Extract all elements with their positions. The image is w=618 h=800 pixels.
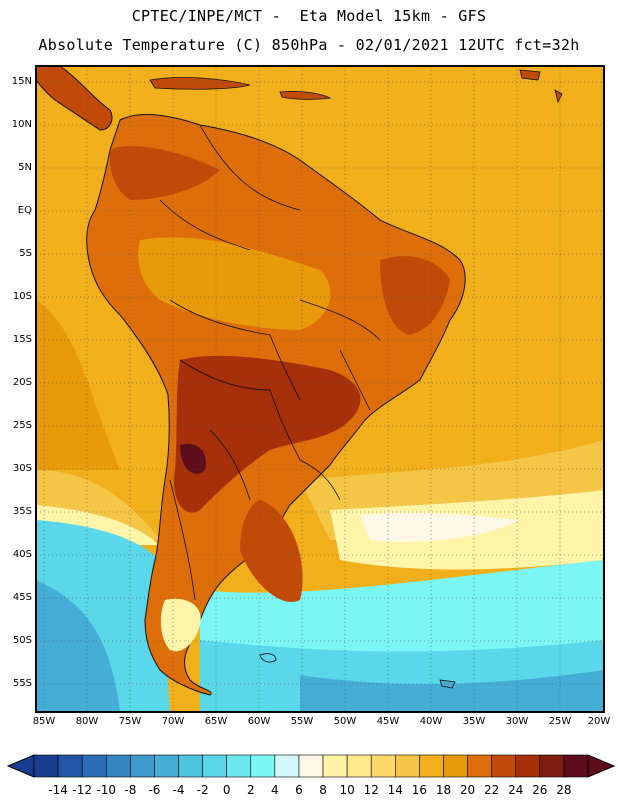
colorbar-swatch [394,754,420,778]
land-cool-southern-cone [160,598,201,652]
ocean-warm-caribbean [36,66,604,200]
lon-label-20w: 20W [587,716,611,727]
lat-label-20s: 20S [12,377,32,388]
lon-label-25w: 25W [548,716,572,727]
colorbar-label: 18 [435,783,452,797]
lon-label-65w: 65W [204,716,228,727]
map-title-line2: Absolute Temperature (C) 850hPa - 02/01/… [38,36,580,54]
lon-label-85w: 85W [32,716,56,727]
colorbar-label: 12 [363,783,379,797]
colorbar-swatch [202,754,228,778]
colorbar-swatch [539,754,565,778]
colorbar-swatch [178,754,203,778]
colorbar-label: 2 [246,783,255,797]
central-america-land [36,66,113,131]
colorbar-swatch [419,754,444,778]
lat-label-30s: 30S [12,463,32,474]
colorbar-label: -8 [124,783,137,797]
colorbar-arrow-right [587,754,616,778]
colorbar-label: 24 [508,783,524,797]
colorbar-label: -6 [148,783,161,797]
colorbar-swatch [154,754,179,778]
lon-label-75w: 75W [118,716,142,727]
falkland-islands [259,653,277,663]
lon-label-30w: 30W [505,716,529,727]
colorbar-swatch [322,754,348,778]
lon-label-45w: 45W [376,716,400,727]
lat-label-35s: 35S [12,506,32,517]
lon-label-80w: 80W [75,716,99,727]
colorbar-label: 26 [532,783,548,797]
colorbar-label: 6 [295,783,303,797]
ocean-band-18 [36,300,120,470]
colorbar-swatch [467,754,492,778]
lat-label-40s: 40S [12,549,32,560]
colorbar-swatch [130,754,155,778]
south-georgia-island [439,679,456,689]
colorbar-label: -12 [72,783,92,797]
lat-label-eq: EQ [17,205,32,216]
lat-label-10s: 10S [12,291,32,302]
lat-label-15s: 15S [12,334,32,345]
colorbar-label: 0 [222,783,231,797]
lon-label-70w: 70W [161,716,185,727]
map-title-line1: CPTEC/INPE/MCT - Eta Model 15km - GFS [131,7,487,25]
colorbar-swatch [274,754,300,778]
colorbar-label: 20 [459,783,476,797]
land-hot-core [174,355,361,513]
colorbar-swatch [105,754,131,778]
ocean-white-atlantic [360,512,520,542]
caribbean-islands [149,69,563,104]
lat-label-25s: 25S [12,420,32,431]
colorbar-swatch [370,754,396,778]
colorbar-label: 14 [387,783,403,797]
lat-label-50s: 50S [12,635,32,646]
colorbar-label: -14 [48,783,68,797]
map-gridlines [36,66,604,712]
colorbar-swatch [563,754,589,778]
colorbar [6,754,616,778]
colorbar-label: -2 [196,783,209,797]
colorbar-label: -4 [172,783,185,797]
lat-label-55s: 55S [12,678,32,689]
colorbar-swatch [515,754,541,778]
land-warm-patagonia [240,500,303,602]
ocean-cold-west-deep [36,580,120,712]
ocean-cold-south-deep [300,670,604,712]
colorbar-swatch [33,754,59,778]
colorbar-arrow-left [6,754,35,778]
colorbar-swatch [346,754,372,778]
lon-label-35w: 35W [462,716,486,727]
lat-label-45s: 45S [12,592,32,603]
colorbar-label: 16 [411,783,428,797]
map-frame [35,65,605,713]
lon-label-60w: 60W [247,716,271,727]
lat-label-5n: 5N [18,162,32,173]
lat-label-5s: 5S [19,248,32,259]
lon-label-40w: 40W [419,716,443,727]
colorbar-swatch [298,754,324,778]
lon-label-55w: 55W [290,716,314,727]
colorbar-label: 10 [339,783,355,797]
colorbar-label: 22 [484,783,500,797]
colorbar-label: 4 [271,783,279,797]
colorbar-label: 28 [556,783,572,797]
land-hot-northeast [380,256,450,335]
colorbar-swatch [250,754,276,778]
colorbar-swatch [443,754,468,778]
land-hot-andes-north [109,146,220,200]
colorbar-swatch [57,754,83,778]
colorbar-swatch [226,754,252,778]
lat-label-10n: 10N [11,119,32,130]
colorbar-label: -10 [96,783,117,797]
land-hottest-spot [180,443,206,474]
colorbar-swatch [81,754,107,778]
lat-label-15n: 15N [11,76,32,87]
colorbar-label: 8 [319,783,327,797]
country-borders [159,124,381,601]
colorbar-swatch [491,754,517,778]
amazon-warm-region [138,237,331,330]
lon-label-50w: 50W [333,716,357,727]
